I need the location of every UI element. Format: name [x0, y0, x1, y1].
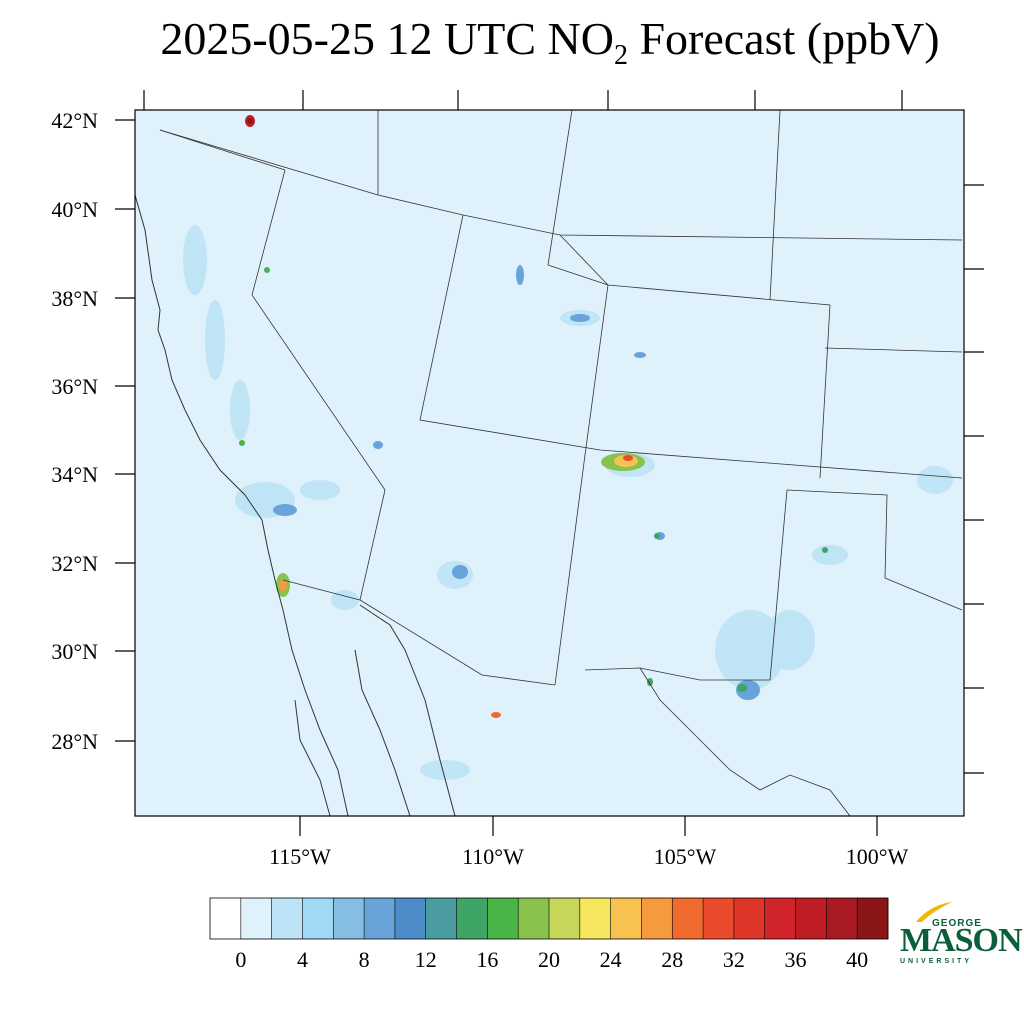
pacific-coastline [135, 194, 284, 611]
colorbar-tick-label: 8 [359, 947, 370, 972]
colorbar-swatch [518, 898, 550, 939]
state-borders [159, 110, 963, 686]
colorbar-swatch [364, 898, 396, 939]
colorbar-swatch [425, 898, 457, 939]
lat-label-36: 36°N [51, 374, 98, 399]
colorbar-tick-label: 16 [476, 947, 498, 972]
chart-title: 2025-05-25 12 UTC NO2 Forecast (ppbV) [0, 12, 1024, 72]
lon-label-115: 115°W [269, 844, 331, 869]
gmu-logo: GEORGE MASON UNIVERSITY [896, 900, 1023, 970]
colorbar-swatch [579, 898, 611, 939]
map-frame [134, 109, 965, 817]
colorbar-tick-label: 20 [538, 947, 560, 972]
lat-label-38: 38°N [51, 286, 98, 311]
colorbar-swatch [240, 898, 272, 939]
right-ticks [964, 184, 984, 774]
map-background [135, 110, 964, 816]
colorbar-tick-label: 24 [600, 947, 622, 972]
colorbar-swatch [271, 898, 303, 939]
colorbar-tick-label: 40 [846, 947, 868, 972]
lat-label-28: 28°N [51, 729, 98, 754]
lat-label-30: 30°N [51, 639, 98, 664]
lat-label-34: 34°N [51, 462, 98, 487]
left-ticks [115, 119, 135, 742]
lon-label-105: 105°W [654, 844, 717, 869]
colorbar-swatch [764, 898, 796, 939]
lon-label-100: 100°W [846, 844, 909, 869]
colorbar-swatch [302, 898, 334, 939]
colorbar-swatch [641, 898, 673, 939]
lat-label-40: 40°N [51, 197, 98, 222]
colorbar-swatch [487, 898, 519, 939]
gulf-coastline [359, 604, 456, 816]
logo-top-text: GEORGE [932, 918, 982, 929]
colorbar [209, 897, 889, 940]
colorbar-tick-label: 12 [415, 947, 437, 972]
title-prefix: 2025-05-25 12 UTC NO [160, 13, 614, 64]
title-suffix: Forecast (ppbV) [627, 13, 940, 64]
bottom-ticks [299, 816, 878, 836]
colorbar-tick-label: 0 [235, 947, 246, 972]
title-subscript: 2 [613, 40, 628, 72]
colorbar-swatch [549, 898, 581, 939]
colorbar-swatch [733, 898, 766, 939]
top-ticks [143, 90, 903, 110]
colorbar-border [209, 897, 889, 940]
rio-grande-border [639, 667, 851, 816]
logo-bottom-text: UNIVERSITY [900, 958, 973, 965]
colorbar-swatch [610, 898, 642, 939]
baja-coastline [282, 609, 411, 816]
colorbar-tick-label: 28 [661, 947, 683, 972]
logo-swoosh-icon [916, 902, 952, 922]
colorbar-swatch [333, 898, 365, 939]
colorbar-swatch [703, 898, 735, 939]
lat-label-42: 42°N [51, 108, 98, 133]
colorbar-swatch [672, 898, 704, 939]
lat-label-32: 32°N [51, 551, 98, 576]
colorbar-tick-label: 4 [297, 947, 308, 972]
lon-label-110: 110°W [462, 844, 524, 869]
colorbar-swatch [795, 898, 827, 939]
colorbar-swatch [826, 898, 858, 939]
colorbar-swatch [456, 898, 488, 939]
colorbar-swatch [857, 898, 889, 939]
colorbar-tick-label: 32 [723, 947, 745, 972]
colorbar-labels: 0 4 8 12 16 20 24 28 32 36 40 [235, 947, 868, 972]
colorbar-swatch [210, 898, 242, 939]
colorbar-tick-label: 36 [785, 947, 807, 972]
logo-main-text: MASON [900, 922, 1023, 959]
colorbar-swatch [394, 898, 427, 939]
no2-high-plumes [239, 115, 828, 718]
